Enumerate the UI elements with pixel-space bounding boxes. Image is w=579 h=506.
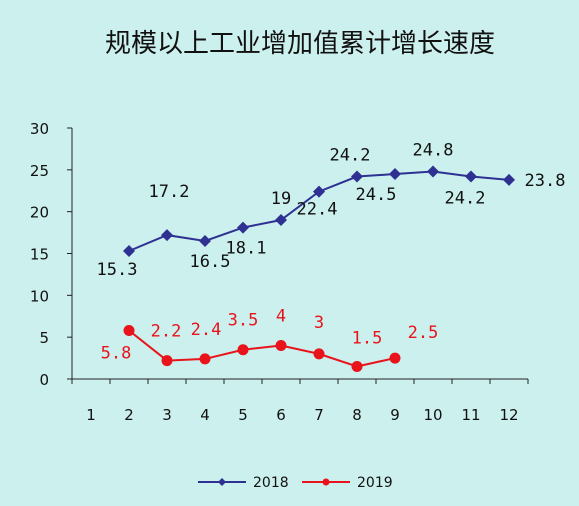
y-tick-label: 20 [30,204,49,222]
y-tick-label: 15 [30,246,49,264]
data-point [161,355,173,367]
data-label: 19 [271,189,291,209]
x-tick-label: 3 [162,406,172,424]
data-label: 24.8 [413,141,454,161]
data-label: 2.2 [151,322,182,342]
data-label: 18.1 [226,239,267,259]
data-point [503,173,515,186]
legend-marker [218,478,226,486]
legend-label: 2019 [357,475,393,491]
data-point [123,244,135,257]
data-label: 5.8 [101,343,132,363]
legend-item-2018: 2018 [198,475,289,491]
legend-marker [322,478,330,486]
x-tick-label: 8 [352,406,362,424]
x-tick-label: 5 [238,406,248,424]
x-tick-label: 12 [499,406,518,424]
x-tick-label: 7 [314,406,324,424]
data-point [237,344,249,356]
data-point [199,234,211,247]
data-point [351,170,363,183]
x-tick-label: 4 [200,406,210,424]
data-label: 3 [314,313,324,333]
data-label: 2.5 [408,323,439,343]
data-label: 24.2 [330,146,371,166]
x-tick-label: 9 [390,406,400,424]
data-point [465,170,477,183]
legend-item-2019: 2019 [302,475,393,491]
data-label: 22.4 [297,200,338,220]
series-2019 [123,324,401,372]
data-point [427,165,439,178]
y-tick-label: 10 [30,287,49,305]
x-tick-label: 2 [124,406,134,424]
y-tick-label: 5 [39,329,49,347]
data-point [199,353,211,365]
y-tick-label: 0 [39,371,49,389]
data-label: 24.2 [445,189,486,209]
chart-title: 规模以上工业增加值累计增长速度 [105,29,495,59]
data-point [237,221,249,234]
data-point [351,360,363,372]
y-tick-label: 25 [30,162,49,180]
data-point [123,324,135,336]
data-point [389,168,401,181]
data-label: 15.3 [97,260,138,280]
legend: 2018 2019 [198,475,393,491]
x-tick-label: 10 [423,406,442,424]
data-label: 2.4 [191,320,222,340]
data-label: 3.5 [228,311,259,331]
x-tick-label: 6 [276,406,286,424]
data-label: 4 [276,307,286,327]
y-tick-label: 30 [30,120,49,138]
data-label: 17.2 [149,182,190,202]
data-point [275,340,287,352]
data-point [313,185,325,198]
data-point [275,214,287,227]
series-layer [123,165,515,372]
x-tick-label: 11 [461,406,480,424]
data-label: 1.5 [352,328,383,348]
data-label: 23.8 [525,171,566,191]
data-point [389,352,401,364]
data-label: 24.5 [356,185,397,205]
series-2018 [123,165,515,257]
data-label: 16.5 [190,252,231,272]
legend-label: 2018 [253,475,289,491]
x-tick-label: 1 [86,406,96,424]
series-line-2019 [128,329,396,368]
data-point [313,348,325,360]
data-point [161,229,173,242]
data-labels: 15.3 17.2 16.518.1 19 22.4 24.2 24.5 24.8 24.2 23… [97,141,566,364]
